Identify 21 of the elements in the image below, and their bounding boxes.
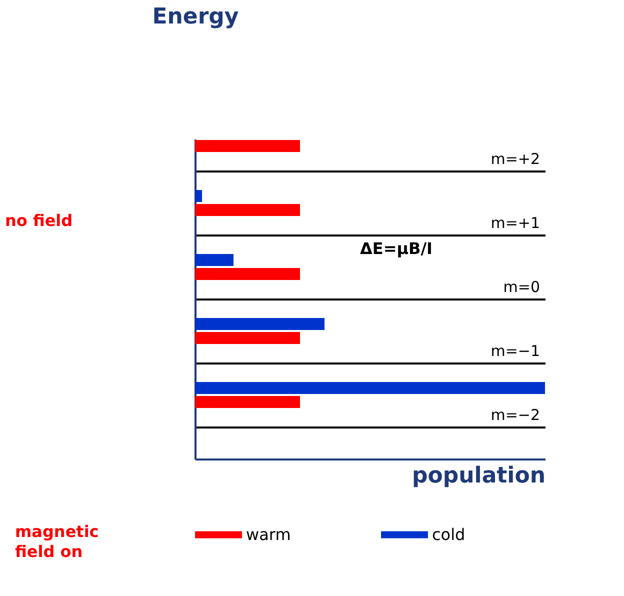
bar xyxy=(195,268,300,280)
y-tick-label: m=−2 xyxy=(490,406,540,424)
y-axis-title: Energy xyxy=(152,4,239,30)
legend-label: cold xyxy=(432,524,466,544)
bar xyxy=(195,396,300,408)
bar xyxy=(195,318,324,330)
annotation: ΔE=μB/I xyxy=(360,239,432,258)
y-tick-label: m=+1 xyxy=(490,214,540,232)
y-tick-label: m=0 xyxy=(503,278,540,296)
bar xyxy=(195,254,234,266)
bar xyxy=(195,190,202,202)
x-axis-title: population xyxy=(412,464,546,488)
text: no field xyxy=(5,211,73,230)
bar xyxy=(195,382,545,394)
bar xyxy=(195,204,300,216)
y-tick-label: m=−1 xyxy=(490,342,540,360)
legend-label: warm xyxy=(246,524,291,544)
bar xyxy=(195,140,300,152)
y-tick-label: m=+2 xyxy=(490,150,540,168)
text: magnetic field on xyxy=(15,522,99,561)
bar xyxy=(195,332,300,344)
